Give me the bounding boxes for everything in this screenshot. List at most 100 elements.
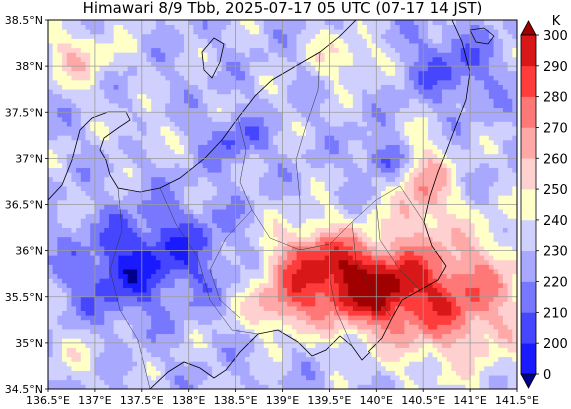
tbb-cell [76, 135, 82, 141]
tbb-cell [127, 186, 133, 192]
tbb-cell [254, 56, 260, 62]
tbb-cell [108, 43, 115, 49]
tbb-cell [137, 232, 143, 238]
tbb-cell [249, 292, 255, 298]
tbb-cell [165, 116, 171, 122]
tbb-cell [179, 222, 185, 228]
tbb-cell [249, 172, 255, 178]
tbb-cell [254, 126, 260, 132]
tbb-cell [249, 218, 255, 224]
tbb-cell [334, 365, 340, 371]
tbb-cell [132, 98, 138, 104]
tbb-cell [249, 98, 255, 104]
tbb-cell [277, 158, 283, 164]
tbb-cell [155, 139, 161, 145]
tbb-cell [52, 305, 58, 311]
tbb-cell [273, 232, 279, 238]
tbb-cell [334, 209, 340, 215]
tbb-cell [329, 241, 335, 247]
tbb-cell [57, 135, 63, 141]
tbb-cell [57, 301, 63, 307]
tbb-cell [76, 107, 82, 113]
tbb-cell [305, 218, 312, 224]
tbb-cell [174, 190, 180, 196]
tbb-cell [80, 144, 86, 150]
tbb-cell [48, 204, 54, 210]
tbb-cell [48, 227, 54, 233]
tbb-cell [334, 199, 340, 205]
tbb-cell [315, 149, 321, 155]
tbb-cell [99, 144, 105, 150]
tbb-cell [324, 70, 330, 76]
tbb-cell [296, 232, 302, 238]
tbb-cell [282, 195, 288, 201]
tbb-cell [268, 296, 274, 302]
tbb-cell [240, 153, 246, 159]
tbb-cell [212, 292, 218, 298]
tbb-cell [320, 38, 326, 44]
tbb-cell [127, 269, 133, 275]
tbb-cell [226, 24, 232, 30]
tbb-cell [184, 241, 190, 247]
tbb-cell [273, 301, 279, 307]
tbb-cell [249, 186, 255, 192]
tbb-cell [212, 222, 218, 228]
tbb-cell [62, 195, 68, 201]
tbb-cell [108, 107, 115, 113]
tbb-cell [99, 153, 105, 159]
tbb-cell [305, 365, 312, 371]
tbb-cell [287, 305, 293, 311]
tbb-cell [118, 315, 124, 321]
tbb-cell [277, 305, 283, 311]
tbb-cell [315, 347, 321, 353]
tbb-cell [127, 47, 133, 53]
tbb-cell [329, 213, 335, 219]
tbb-cell [90, 103, 96, 109]
tbb-cell [174, 43, 180, 49]
tbb-cell [71, 296, 77, 302]
tbb-cell [305, 324, 312, 330]
tbb-cell [305, 384, 312, 389]
tbb-cell [334, 112, 340, 118]
tbb-cell [80, 278, 86, 284]
tbb-cell [80, 222, 86, 228]
tbb-cell [329, 250, 335, 256]
tbb-cell [296, 209, 302, 215]
tbb-cell [254, 153, 260, 159]
tbb-cell [146, 310, 152, 316]
tbb-cell [169, 24, 176, 30]
tbb-cell [259, 153, 265, 159]
tbb-cell [291, 139, 297, 145]
tbb-cell [334, 103, 340, 109]
tbb-cell [169, 278, 176, 284]
tbb-cell [99, 356, 105, 362]
tbb-cell [174, 33, 180, 39]
tbb-cell [338, 255, 344, 261]
tbb-cell [277, 38, 283, 44]
tbb-cell [99, 352, 105, 358]
tbb-cell [71, 121, 77, 127]
tbb-cell [282, 167, 288, 173]
tbb-cell [90, 292, 96, 298]
tbb-cell [198, 204, 204, 210]
tbb-cell [296, 273, 302, 279]
tbb-cell [132, 250, 138, 256]
tbb-cell [151, 56, 157, 62]
tbb-cell [132, 190, 138, 196]
tbb-cell [160, 126, 166, 132]
tbb-cell [296, 347, 302, 353]
tbb-cell [240, 93, 246, 99]
tbb-cell [338, 282, 344, 288]
tbb-cell [240, 176, 246, 182]
tbb-cell [216, 329, 222, 335]
tbb-cell [174, 107, 180, 113]
tbb-cell [66, 181, 72, 187]
tbb-cell [282, 116, 288, 122]
tbb-cell [310, 167, 316, 173]
tbb-cell [57, 329, 63, 335]
tbb-cell [184, 70, 190, 76]
tbb-cell [66, 250, 72, 256]
tbb-cell [137, 365, 143, 371]
tbb-cell [94, 329, 100, 335]
tbb-cell [71, 190, 77, 196]
